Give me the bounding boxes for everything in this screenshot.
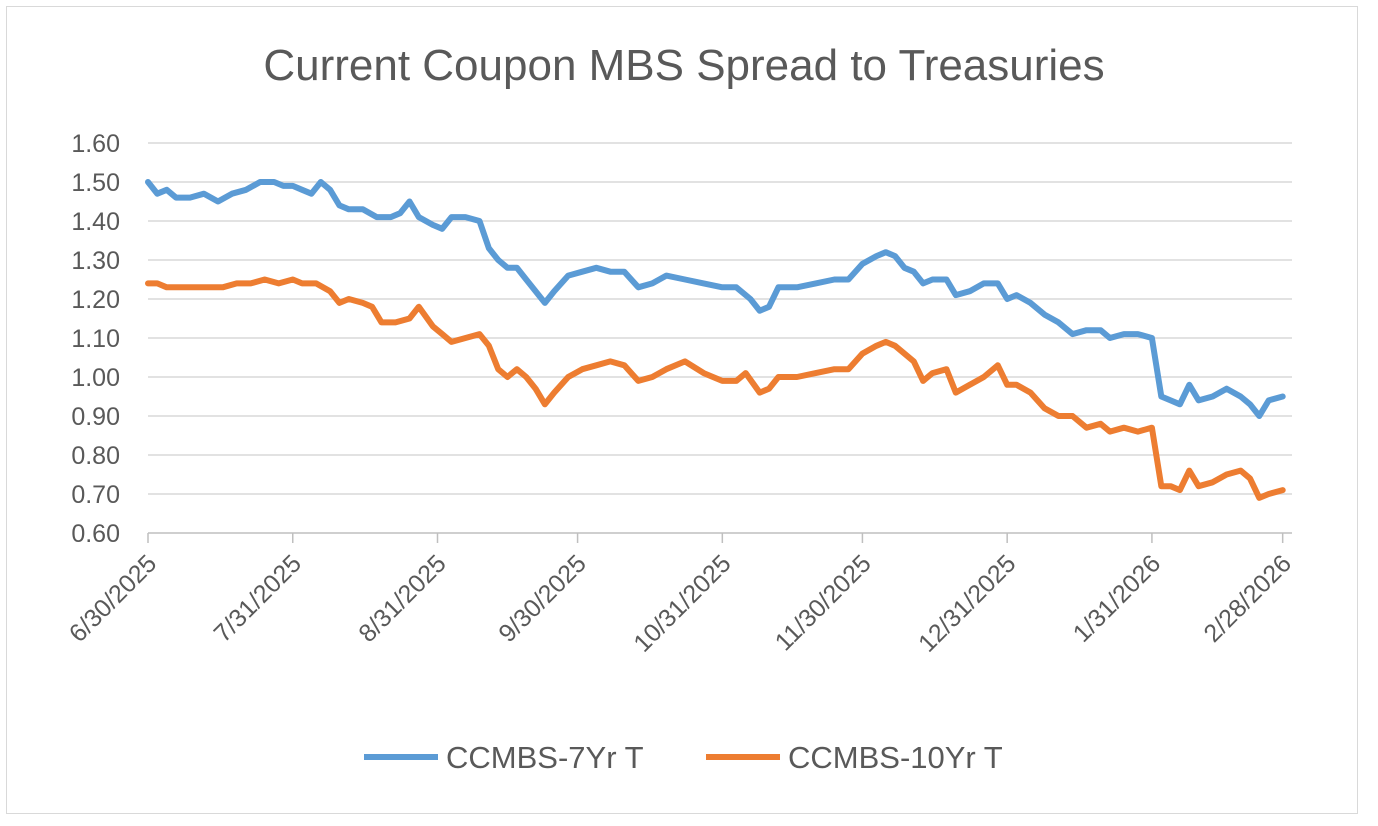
y-tick-label: 0.60 [71,520,120,548]
series-line-7yr [145,179,1286,419]
y-tick-label: 0.70 [71,481,120,509]
legend-label: CCMBS-10Yr T [788,740,1003,775]
legend-label: CCMBS-7Yr T [446,740,644,775]
legend: CCMBS-7Yr T CCMBS-10Yr T [364,740,1003,775]
chart-frame [6,6,1358,814]
series-layer [145,179,1286,501]
chart-title: Current Coupon MBS Spread to Treasuries [263,41,1104,90]
x-tick-label: 12/31/2025 [913,549,1021,657]
grid-layer [148,142,1292,534]
x-tick-labels: 6/30/2025 7/31/2025 8/31/2025 9/30/2025 10/3… [64,533,1297,658]
y-tick-label: 1.50 [71,169,120,197]
y-tick-labels: 0.60 0.70 0.80 0.90 1.00 1.10 1.20 1.30 1.40 1.50… [71,130,120,548]
y-tick-label: 1.30 [71,247,120,275]
x-tick-label: 10/31/2025 [628,549,736,657]
y-tick-label: 0.90 [71,403,120,431]
series-line-10yr [145,276,1286,501]
y-tick-label: 1.40 [71,208,120,236]
x-tick-label: 8/31/2025 [353,549,451,647]
x-tick-label: 1/31/2026 [1068,549,1166,647]
x-tick-label: 2/28/2026 [1198,549,1296,647]
y-tick-label: 1.20 [71,286,120,314]
x-tick-label: 6/30/2025 [64,549,162,647]
y-tick-label: 1.10 [71,325,120,353]
x-tick-label: 11/30/2025 [770,549,877,656]
x-tick-label: 7/31/2025 [209,549,307,647]
y-tick-label: 1.60 [71,130,120,158]
y-tick-label: 0.80 [71,442,120,470]
x-tick-label: 9/30/2025 [493,549,591,647]
y-tick-label: 1.00 [71,364,120,392]
